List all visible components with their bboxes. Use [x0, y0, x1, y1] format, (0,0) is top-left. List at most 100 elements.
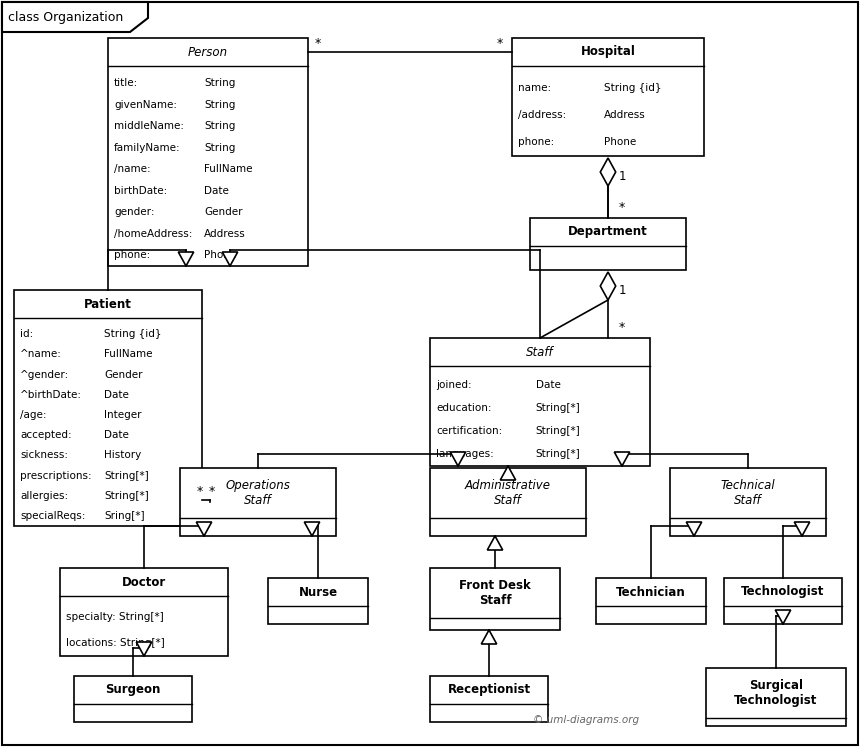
Text: name:: name:: [518, 83, 551, 93]
Text: String[*]: String[*]: [536, 403, 580, 413]
Text: *: *: [315, 37, 321, 51]
Text: Integer: Integer: [104, 410, 142, 420]
Text: specialReqs:: specialReqs:: [20, 511, 85, 521]
Bar: [724, 578, 842, 624]
Polygon shape: [482, 630, 497, 644]
Text: Administrative
Staff: Administrative Staff: [465, 479, 551, 507]
Bar: [430, 338, 650, 466]
Text: String {id}: String {id}: [104, 329, 162, 339]
Text: Receptionist: Receptionist: [447, 684, 531, 696]
Bar: [512, 38, 704, 156]
Text: Patient: Patient: [84, 297, 132, 311]
Text: FullName: FullName: [104, 350, 153, 359]
Text: Technologist: Technologist: [741, 586, 825, 598]
Polygon shape: [614, 452, 630, 466]
Text: /name:: /name:: [114, 164, 150, 174]
Polygon shape: [196, 522, 212, 536]
Text: Technical
Staff: Technical Staff: [721, 479, 776, 507]
Polygon shape: [136, 642, 151, 656]
Polygon shape: [501, 466, 516, 480]
Text: accepted:: accepted:: [20, 430, 71, 440]
Text: 1: 1: [618, 170, 626, 182]
Text: Surgical
Technologist: Surgical Technologist: [734, 679, 818, 707]
Text: String[*]: String[*]: [536, 426, 580, 436]
Polygon shape: [776, 610, 790, 624]
Text: Front Desk
Staff: Front Desk Staff: [459, 579, 531, 607]
Text: id:: id:: [20, 329, 34, 339]
Text: Gender: Gender: [204, 207, 243, 217]
Text: givenName:: givenName:: [114, 99, 177, 110]
Text: languages:: languages:: [436, 450, 494, 459]
Text: /address:: /address:: [518, 110, 566, 120]
Text: Department: Department: [568, 226, 648, 238]
Text: *: *: [209, 486, 215, 498]
Bar: [670, 468, 826, 536]
Text: phone:: phone:: [518, 137, 554, 147]
Text: Phone: Phone: [605, 137, 636, 147]
Text: prescriptions:: prescriptions:: [20, 471, 92, 480]
Text: *: *: [619, 321, 625, 335]
Text: Surgeon: Surgeon: [105, 684, 161, 696]
Text: 1: 1: [618, 284, 626, 297]
Polygon shape: [600, 272, 616, 300]
Text: Staff: Staff: [526, 346, 554, 359]
Text: Hospital: Hospital: [580, 46, 636, 58]
Text: String[*]: String[*]: [104, 491, 149, 500]
Text: allergies:: allergies:: [20, 491, 68, 500]
Bar: [60, 568, 228, 656]
Text: ^birthDate:: ^birthDate:: [20, 390, 82, 400]
Text: ^gender:: ^gender:: [20, 370, 70, 379]
Text: certification:: certification:: [436, 426, 502, 436]
Polygon shape: [222, 252, 237, 266]
Text: History: History: [104, 450, 142, 460]
Text: Date: Date: [104, 390, 129, 400]
Text: String: String: [204, 143, 236, 152]
Text: education:: education:: [436, 403, 492, 413]
Text: String: String: [204, 99, 236, 110]
Text: Person: Person: [188, 46, 228, 58]
Polygon shape: [2, 2, 148, 32]
Text: FullName: FullName: [204, 164, 253, 174]
Polygon shape: [178, 252, 194, 266]
Text: familyName:: familyName:: [114, 143, 181, 152]
Polygon shape: [451, 452, 466, 466]
Text: Date: Date: [104, 430, 129, 440]
Text: specialty: String[*]: specialty: String[*]: [66, 612, 163, 622]
Text: *: *: [197, 486, 203, 498]
Text: © uml-diagrams.org: © uml-diagrams.org: [533, 715, 639, 725]
Text: /age:: /age:: [20, 410, 46, 420]
Text: String: String: [204, 78, 236, 88]
Text: Sring[*]: Sring[*]: [104, 511, 144, 521]
Text: middleName:: middleName:: [114, 121, 184, 131]
Text: joined:: joined:: [436, 379, 471, 390]
Text: Nurse: Nurse: [298, 586, 338, 598]
Bar: [268, 578, 368, 624]
Text: Doctor: Doctor: [122, 575, 166, 589]
Text: ^name:: ^name:: [20, 350, 62, 359]
Text: /homeAddress:: /homeAddress:: [114, 229, 193, 239]
Text: Address: Address: [605, 110, 646, 120]
Bar: [14, 290, 202, 526]
Polygon shape: [686, 522, 702, 536]
Text: String[*]: String[*]: [104, 471, 149, 480]
Text: Address: Address: [204, 229, 246, 239]
Bar: [430, 468, 586, 536]
Bar: [596, 578, 706, 624]
Polygon shape: [304, 522, 320, 536]
Text: String[*]: String[*]: [536, 450, 580, 459]
Text: *: *: [497, 37, 503, 51]
Bar: [180, 468, 336, 536]
Bar: [74, 676, 192, 722]
Text: gender:: gender:: [114, 207, 155, 217]
Text: class Organization: class Organization: [8, 10, 123, 23]
Text: Date: Date: [536, 379, 561, 390]
Text: Gender: Gender: [104, 370, 143, 379]
Bar: [706, 668, 846, 726]
Text: Date: Date: [204, 186, 229, 196]
Text: birthDate:: birthDate:: [114, 186, 167, 196]
Polygon shape: [488, 536, 503, 550]
Text: title:: title:: [114, 78, 138, 88]
Bar: [430, 568, 560, 630]
Text: Technician: Technician: [616, 586, 686, 598]
Text: Operations
Staff: Operations Staff: [225, 479, 291, 507]
